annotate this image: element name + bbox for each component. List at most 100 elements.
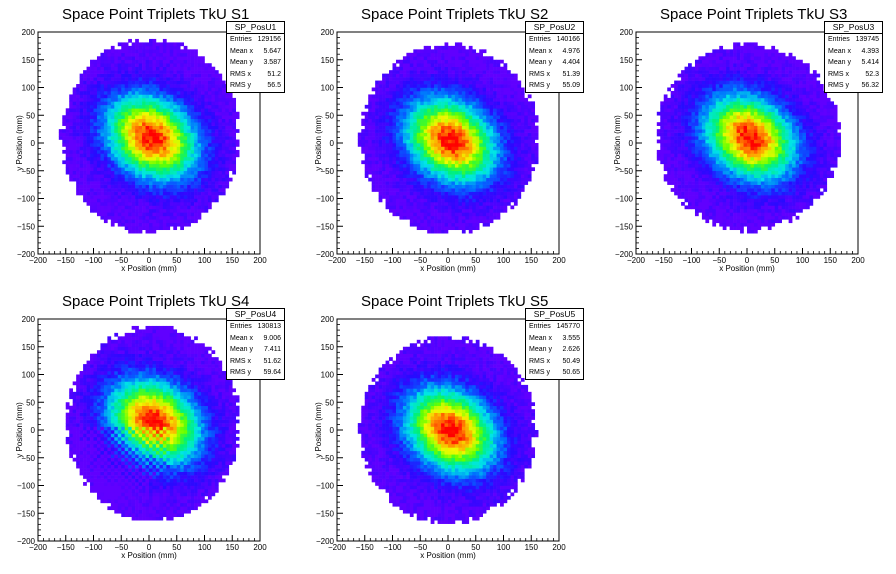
heatmap-cell xyxy=(221,118,226,123)
heatmap-cell xyxy=(145,188,150,192)
heatmap-cell xyxy=(149,73,153,78)
heatmap-cell xyxy=(472,160,477,165)
heatmap-cell xyxy=(83,73,87,78)
heatmap-cell xyxy=(121,156,126,161)
heatmap-cell xyxy=(364,146,369,151)
heatmap-cell xyxy=(187,115,191,120)
heatmap-cell xyxy=(159,59,164,64)
heatmap-cell xyxy=(228,132,233,137)
heatmap-cell xyxy=(83,129,87,133)
heatmap-cell xyxy=(183,115,188,120)
heatmap-cell xyxy=(131,153,136,158)
heatmap-cell xyxy=(413,212,418,217)
heatmap-cell xyxy=(444,132,449,137)
heatmap-cell xyxy=(451,198,456,203)
heatmap-cell xyxy=(86,177,91,182)
heatmap-cell xyxy=(510,129,515,133)
heatmap-cell xyxy=(149,38,153,43)
heatmap-cell xyxy=(93,70,98,74)
heatmap-cell xyxy=(114,59,119,64)
heatmap-cell xyxy=(107,195,112,199)
heatmap-cell xyxy=(107,188,112,192)
heatmap-cell xyxy=(93,66,98,71)
heatmap-cell xyxy=(409,59,414,64)
heatmap-cell xyxy=(145,125,150,130)
heatmap-cell xyxy=(124,136,129,140)
heatmap-cell xyxy=(444,208,449,213)
heatmap-cell xyxy=(173,90,178,95)
heatmap-cell xyxy=(100,136,105,140)
heatmap-cell xyxy=(124,153,129,158)
heatmap-cell xyxy=(180,104,184,109)
heatmap-cell xyxy=(451,222,456,227)
heatmap-cell xyxy=(378,118,383,123)
heatmap-cell xyxy=(416,167,421,172)
heatmap-cell xyxy=(482,160,487,165)
stats-label: RMS y xyxy=(529,82,550,89)
heatmap-cell xyxy=(416,90,421,95)
heatmap-cell xyxy=(482,170,487,175)
heatmap-cell xyxy=(458,125,463,130)
heatmap-cell xyxy=(656,156,661,161)
heatmap-cell xyxy=(145,201,150,206)
heatmap-cell xyxy=(357,136,362,140)
heatmap-cell xyxy=(472,191,477,196)
heatmap-cell xyxy=(86,73,91,78)
heatmap-cell xyxy=(152,143,157,147)
heatmap-cell xyxy=(110,177,115,182)
heatmap-cell xyxy=(149,90,153,95)
x-tick-label: −150 xyxy=(57,256,76,265)
heatmap-cell xyxy=(162,143,167,147)
heatmap-cell xyxy=(221,101,226,106)
heatmap-cell xyxy=(385,94,390,99)
heatmap-cell xyxy=(166,66,171,71)
heatmap-cell xyxy=(145,160,150,165)
heatmap-cell xyxy=(187,122,191,126)
heatmap-cell xyxy=(76,136,80,140)
heatmap-cell xyxy=(520,139,525,144)
heatmap-cell xyxy=(402,63,407,67)
heatmap-cell xyxy=(423,122,428,126)
heatmap-cell xyxy=(368,170,372,175)
heatmap-cell xyxy=(79,160,84,165)
heatmap-cell xyxy=(190,101,195,106)
stats-box: SP_PosU1 Entries 129156 Mean x 5.647 Mean … xyxy=(226,21,285,93)
heatmap-cell xyxy=(688,122,692,126)
heatmap-cell xyxy=(406,63,411,67)
heatmap-cell xyxy=(138,188,143,192)
heatmap-cell xyxy=(121,73,126,78)
heatmap-cell xyxy=(207,111,212,116)
heatmap-cell xyxy=(176,132,181,137)
heatmap-cell xyxy=(437,73,442,78)
heatmap-cell xyxy=(121,122,126,126)
heatmap-cell xyxy=(169,195,174,199)
heatmap-cell xyxy=(90,191,94,196)
heatmap-cell xyxy=(117,153,122,158)
heatmap-cell xyxy=(138,184,143,189)
heatmap-cell xyxy=(416,198,421,203)
heatmap-cell xyxy=(437,226,442,231)
heatmap-cell xyxy=(135,181,139,185)
heatmap-cell xyxy=(472,198,477,203)
heatmap-cell xyxy=(138,222,143,227)
heatmap-cell xyxy=(437,215,442,220)
heatmap-cell xyxy=(152,59,157,64)
heatmap-cell xyxy=(513,146,518,151)
heatmap-cell xyxy=(96,56,101,61)
heatmap-cell xyxy=(500,181,504,185)
heatmap-cell xyxy=(86,153,91,158)
heatmap-cell xyxy=(534,146,539,151)
heatmap-cell xyxy=(124,191,129,196)
heatmap-cell xyxy=(69,101,73,106)
heatmap-cell xyxy=(131,56,136,61)
y-tick-label: 150 xyxy=(22,56,36,65)
heatmap-cell xyxy=(479,143,483,147)
heatmap-cell xyxy=(513,181,518,185)
heatmap-cell xyxy=(406,153,411,158)
heatmap-cell xyxy=(90,87,94,92)
heatmap-cell xyxy=(155,42,160,47)
heatmap-cell xyxy=(110,153,115,158)
heatmap-cell xyxy=(441,111,445,116)
heatmap-cell xyxy=(420,143,425,147)
heatmap-cell xyxy=(527,104,532,109)
